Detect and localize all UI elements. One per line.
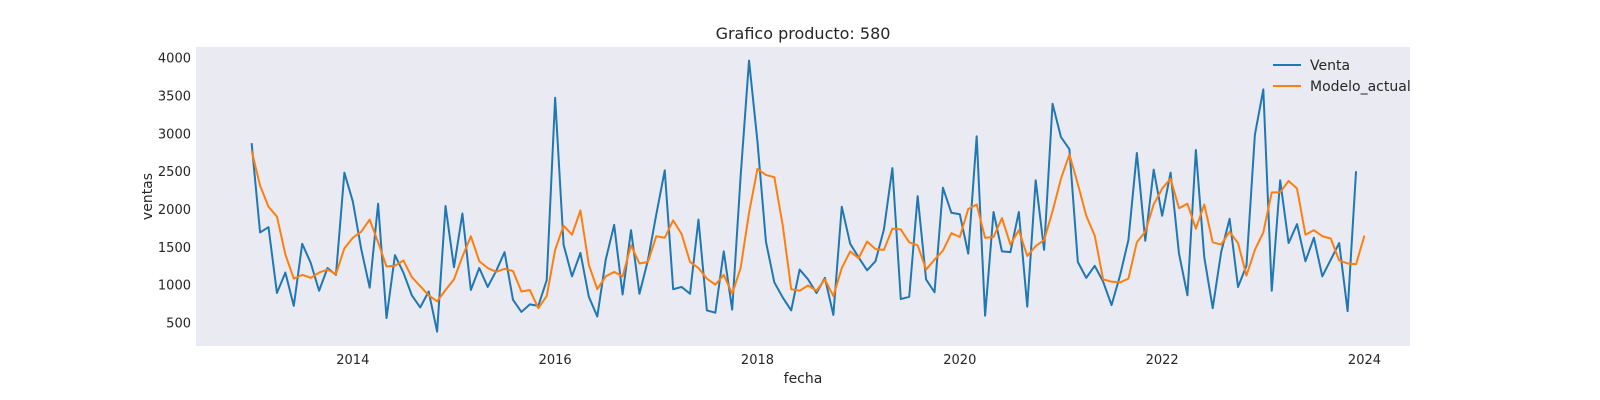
x-tick-label: 2020 [943,353,976,368]
x-axis-label: fecha [784,371,823,387]
y-tick-label: 500 [166,317,191,332]
x-tick-label: 2016 [539,353,572,368]
y-tick-label: 2500 [158,165,191,180]
series-layer [250,59,1366,333]
y-axis-label: ventas [140,173,156,220]
y-axis: 500 1000 1500 2000 2500 3000 3500 4000 [158,52,191,332]
x-axis: 2014 2016 2018 2020 2022 2024 [336,353,1381,368]
x-tick-label: 2014 [336,353,369,368]
y-tick-label: 3500 [158,89,191,104]
y-tick-label: 3000 [158,127,191,142]
x-tick-label: 2024 [1348,353,1381,368]
y-tick-label: 1500 [158,241,191,256]
legend-entry: Venta [1310,58,1350,74]
legend-entry: Modelo_actual [1310,79,1411,95]
series-line-modelo-actual [250,150,1366,310]
y-tick-label: 2000 [158,203,191,218]
legend: Venta Modelo_actual [1273,58,1411,95]
y-tick-label: 1000 [158,279,191,294]
y-tick-label: 4000 [158,52,191,67]
plot-area [196,47,1410,346]
x-tick-label: 2022 [1146,353,1179,368]
chart-title: Grafico producto: 580 [716,24,891,43]
x-tick-label: 2018 [741,353,774,368]
